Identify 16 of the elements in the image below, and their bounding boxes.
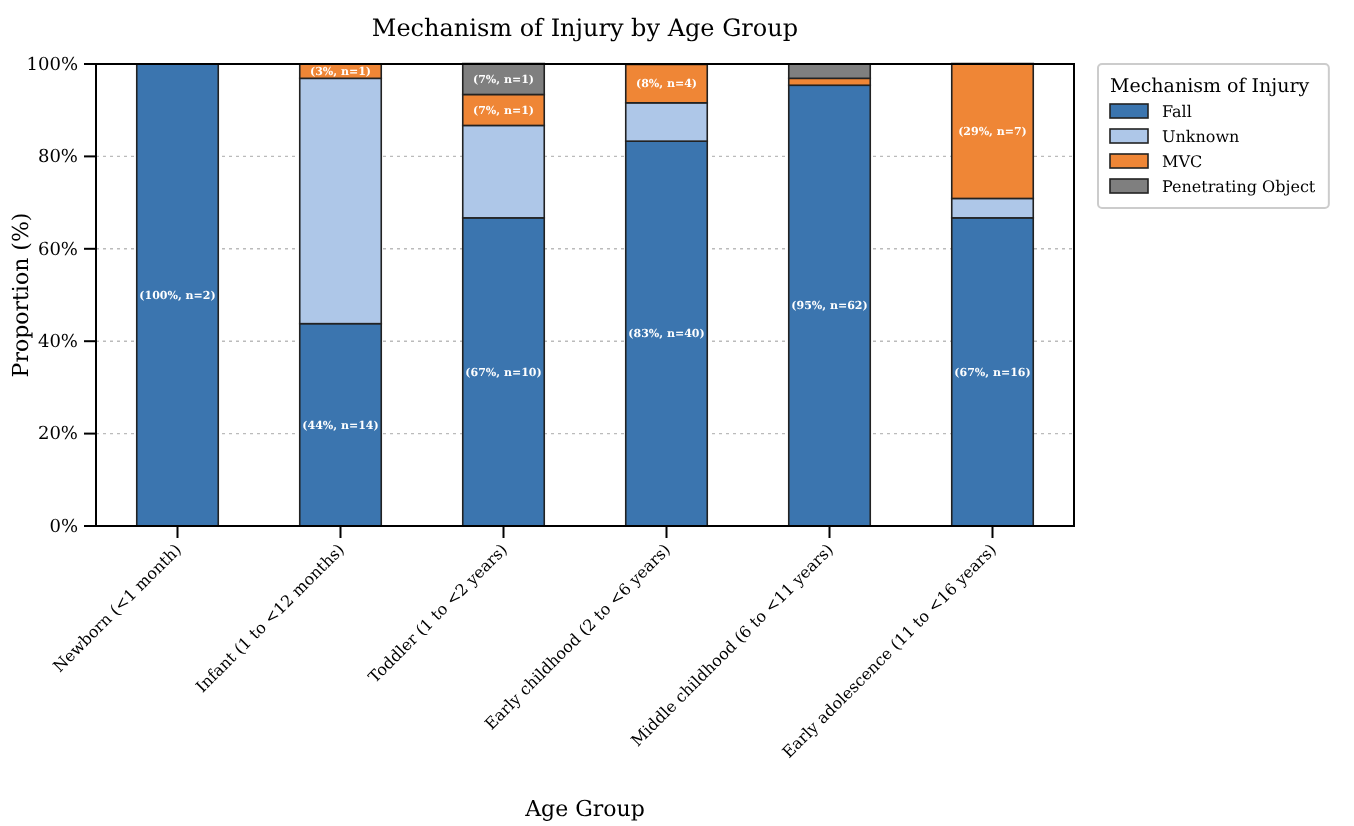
x-axis-title: Age Group [523,796,645,822]
y-tick-label: 20% [37,425,79,446]
bar [787,84,872,527]
chart-title: Mechanism of Injury by Age Group [371,14,799,42]
bar [135,63,220,527]
legend-label: MVC [1162,153,1203,171]
legend-label: Penetrating Object [1162,178,1317,196]
y-tick-label: 80% [37,148,79,169]
legend-label: Unknown [1162,128,1240,146]
y-tick-label: 100% [26,55,79,76]
legend-label: Fall [1162,103,1193,121]
y-tick-label: 60% [37,240,79,261]
y-axis-title: Proportion (%) [8,212,34,378]
y-tick-label: 0% [49,517,79,538]
y-tick-label: 40% [37,332,79,353]
legend-title: Mechanism of Injury [1110,76,1311,98]
